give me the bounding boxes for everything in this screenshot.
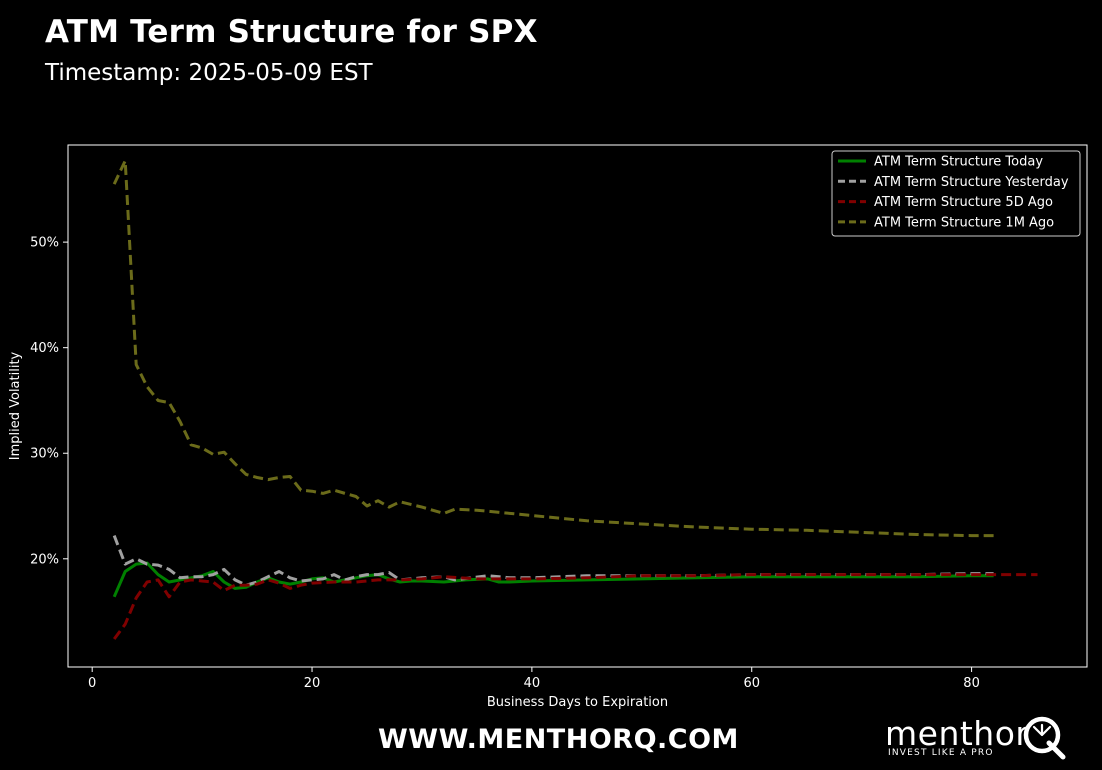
brand-logo: menthor INVEST LIKE A PRO (885, 714, 1075, 764)
brand-tagline: INVEST LIKE A PRO (888, 748, 994, 758)
x-axis-label: Business Days to Expiration (487, 695, 668, 710)
y-axis-label: Implied Volatility (8, 351, 23, 460)
term-structure-chart: 0 20 40 60 80 20% 30% 40% 50% Business Days to Ex… (8, 144, 1088, 710)
x-tick-label: 0 (88, 676, 96, 691)
plot-frame (67, 144, 1088, 668)
x-tick-label: 80 (963, 676, 980, 691)
legend-label-4: ATM Term Structure 1M Ago (874, 215, 1054, 230)
x-tick-label: 20 (304, 676, 321, 691)
footer-url: WWW.MENTHORQ.COM (378, 724, 739, 755)
y-tick-label: 40% (30, 341, 59, 356)
series-line-2 (112, 535, 994, 587)
page-title: ATM Term Structure for SPX (45, 14, 538, 50)
legend-label-2: ATM Term Structure Yesterday (874, 175, 1069, 190)
x-tick-label: 40 (524, 676, 541, 691)
page-subtitle: Timestamp: 2025-05-09 EST (45, 60, 373, 86)
y-tick-label: 50% (30, 236, 59, 251)
legend-label-3: ATM Term Structure 5D Ago (874, 195, 1053, 210)
q-logo-icon (1023, 716, 1066, 760)
y-tick-label: 30% (30, 447, 59, 462)
legend-label-1: ATM Term Structure Today (874, 155, 1043, 170)
series-line-3 (112, 573, 1038, 640)
x-tick-label: 60 (743, 676, 760, 691)
brand-name: menthor (885, 714, 1030, 753)
series-line-4 (112, 159, 994, 538)
y-tick-label: 20% (30, 552, 59, 567)
legend-box (831, 150, 1081, 237)
